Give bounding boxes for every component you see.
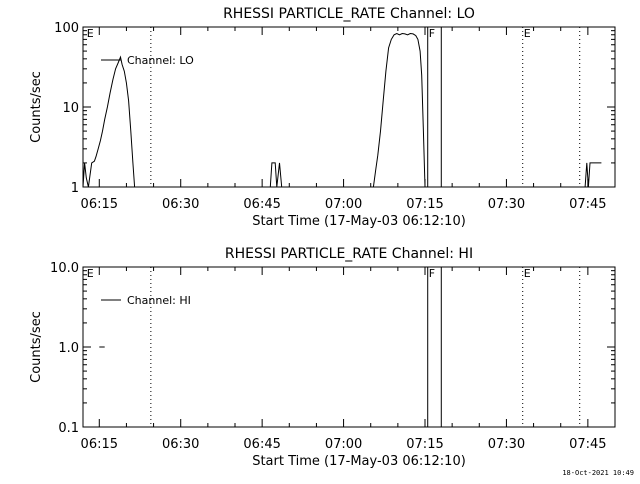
- x-tick-label: 07:30: [488, 437, 525, 452]
- x-tick-label: 07:00: [325, 437, 362, 452]
- series-line: [372, 32, 426, 188]
- chart-panel-1: RHESSI PARTICLE_RATE Channel: LO Start Ti…: [29, 6, 616, 229]
- x-axis-label: Start Time (17-May-03 06:12:10): [252, 214, 466, 229]
- x-axis-label: Start Time (17-May-03 06:12:10): [252, 454, 466, 469]
- y-tick-label: 0.1: [58, 421, 79, 436]
- x-tick-label: 06:30: [162, 197, 199, 212]
- event-marker-label: F: [429, 27, 435, 40]
- plot-frame: [82, 266, 616, 428]
- y-tick-label: 10: [62, 101, 79, 116]
- event-marker-label: E: [87, 267, 94, 280]
- legend-label: Channel: HI: [127, 294, 191, 307]
- event-marker-label: E: [524, 27, 531, 40]
- y-tick-label: 1: [71, 181, 79, 196]
- y-axis-label: Counts/sec: [29, 311, 44, 383]
- plot-frame: [82, 26, 616, 188]
- series-line: [82, 55, 136, 188]
- chart-panel-2: RHESSI PARTICLE_RATE Channel: HI Start Ti…: [29, 246, 616, 469]
- event-marker-label: F: [429, 267, 435, 280]
- legend-label: Channel: LO: [127, 54, 194, 67]
- series-line: [269, 162, 283, 188]
- series-line: [584, 162, 602, 188]
- x-tick-label: 07:45: [569, 437, 606, 452]
- footer-timestamp: 18-Oct-2021 10:49: [562, 469, 634, 477]
- chart-title: RHESSI PARTICLE_RATE Channel: LO: [223, 6, 475, 22]
- x-tick-label: 07:30: [488, 197, 525, 212]
- event-marker-label: E: [524, 267, 531, 280]
- y-tick-label: 100: [54, 21, 79, 36]
- x-tick-label: 06:15: [81, 437, 118, 452]
- x-tick-label: 07:15: [406, 437, 443, 452]
- x-tick-label: 07:15: [406, 197, 443, 212]
- x-tick-label: 07:00: [325, 197, 362, 212]
- x-tick-label: 06:15: [81, 197, 118, 212]
- y-tick-label: 1.0: [58, 341, 79, 356]
- y-tick-label: 10.0: [50, 261, 79, 276]
- y-axis-label: Counts/sec: [29, 71, 44, 143]
- chart-title: RHESSI PARTICLE_RATE Channel: HI: [225, 246, 473, 262]
- x-tick-label: 06:30: [162, 437, 199, 452]
- x-tick-label: 06:45: [243, 437, 280, 452]
- x-tick-label: 06:45: [243, 197, 280, 212]
- x-tick-label: 07:45: [569, 197, 606, 212]
- event-marker-label: E: [87, 27, 94, 40]
